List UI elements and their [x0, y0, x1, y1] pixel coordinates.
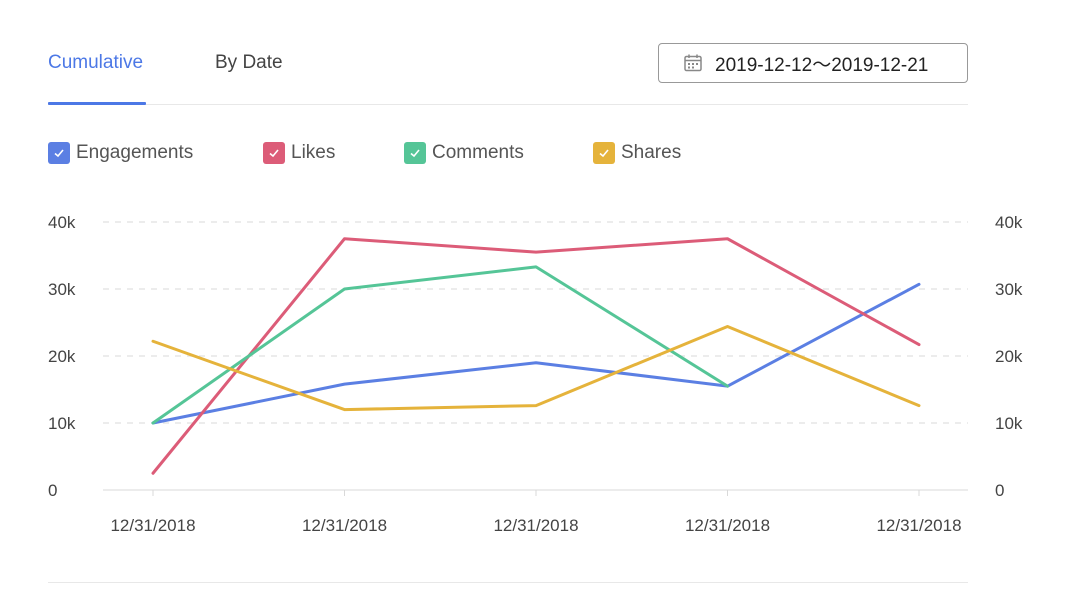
- y-tick-label-left: 20k: [48, 347, 76, 366]
- legend-label: Engagements: [76, 142, 194, 163]
- series-line-comments: [151, 265, 729, 425]
- y-tick-label-right: 0: [995, 481, 1004, 500]
- tab-cumulative[interactable]: Cumulative: [48, 52, 144, 73]
- legend-item-comments[interactable]: Comments: [404, 142, 524, 164]
- checkbox-checked-icon[interactable]: [404, 142, 426, 164]
- bottom-divider: [48, 582, 968, 583]
- x-tick-label: 12/31/2018: [110, 516, 195, 535]
- line-chart: 0 0 10k 10k 20k 20k 30k 30k 40k 40k 12/31/2018 12/3…: [48, 213, 1023, 535]
- checkbox-checked-icon[interactable]: [48, 142, 70, 164]
- series-line-likes: [151, 237, 921, 475]
- date-range-picker[interactable]: 2019-12-12～2019-12-21: [658, 43, 968, 83]
- y-tick-label-right: 10k: [995, 414, 1023, 433]
- series-line-engagements: [151, 282, 921, 425]
- legend-label: Shares: [621, 142, 682, 163]
- x-tick-label: 12/31/2018: [876, 516, 961, 535]
- legend-item-engagements[interactable]: Engagements: [48, 142, 193, 164]
- x-tick-label: 12/31/2018: [493, 516, 578, 535]
- y-tick-label-right: 20k: [995, 347, 1023, 366]
- calendar-icon: [683, 53, 703, 73]
- x-tick-label: 12/31/2018: [685, 516, 770, 535]
- y-tick-label-left: 30k: [48, 280, 76, 299]
- legend-item-likes[interactable]: Likes: [263, 142, 335, 164]
- y-tick-label-left: 40k: [48, 213, 76, 232]
- y-tick-label-left: 0: [48, 481, 57, 500]
- y-tick-label-right: 40k: [995, 213, 1023, 232]
- y-tick-label-left: 10k: [48, 414, 76, 433]
- legend-label: Comments: [432, 142, 524, 163]
- legend-item-shares[interactable]: Shares: [593, 142, 681, 164]
- y-tick-label-right: 30k: [995, 280, 1023, 299]
- series-line-shares: [151, 325, 921, 412]
- tab-bar: Cumulative By Date: [48, 40, 968, 105]
- legend-label: Likes: [291, 142, 336, 163]
- checkbox-checked-icon[interactable]: [263, 142, 285, 164]
- checkbox-checked-icon[interactable]: [593, 142, 615, 164]
- tab-by-date[interactable]: By Date: [215, 52, 283, 73]
- active-tab-indicator: [48, 102, 146, 105]
- date-range-value: 2019-12-12～2019-12-21: [715, 54, 929, 76]
- x-tick-label: 12/31/2018: [302, 516, 387, 535]
